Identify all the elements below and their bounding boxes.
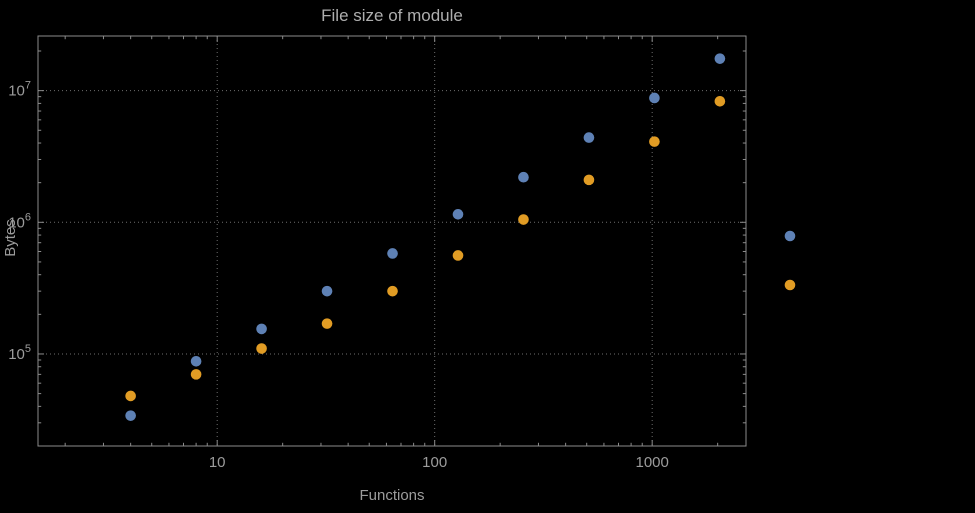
x-tick-label: 10	[209, 454, 226, 471]
data-point-blue	[387, 248, 398, 259]
y-tick-label: 106	[8, 211, 31, 231]
data-point-orange	[649, 136, 660, 147]
chart-title: File size of module	[321, 6, 463, 25]
data-point-blue	[321, 285, 333, 297]
legend-marker-0	[784, 230, 796, 242]
x-axis-label: Functions	[359, 487, 425, 504]
data-point-blue	[649, 92, 660, 104]
data-point-orange	[190, 369, 202, 380]
plot-frame	[37, 35, 747, 447]
data-point-orange	[714, 95, 726, 107]
data-point-orange	[452, 250, 464, 261]
x-tick-label: 100	[422, 454, 447, 471]
data-point-blue	[125, 410, 136, 421]
y-tick-label: 107	[8, 80, 31, 100]
y-tick-label: 105	[8, 343, 31, 363]
data-point-orange	[256, 343, 267, 354]
data-point-orange	[518, 214, 529, 225]
data-point-blue	[518, 171, 529, 183]
data-point-blue	[256, 323, 267, 335]
data-point-blue	[583, 132, 595, 143]
data-point-blue	[714, 53, 726, 64]
data-point-orange	[125, 390, 136, 402]
data-point-orange	[321, 318, 333, 329]
data-point-orange	[583, 174, 595, 186]
data-point-orange	[387, 285, 398, 297]
x-tick-label: 1000	[635, 454, 668, 471]
legend-marker-1	[784, 279, 796, 291]
data-point-blue	[452, 209, 464, 220]
data-point-blue	[190, 355, 202, 367]
y-axis-label: Bytes	[2, 219, 19, 257]
